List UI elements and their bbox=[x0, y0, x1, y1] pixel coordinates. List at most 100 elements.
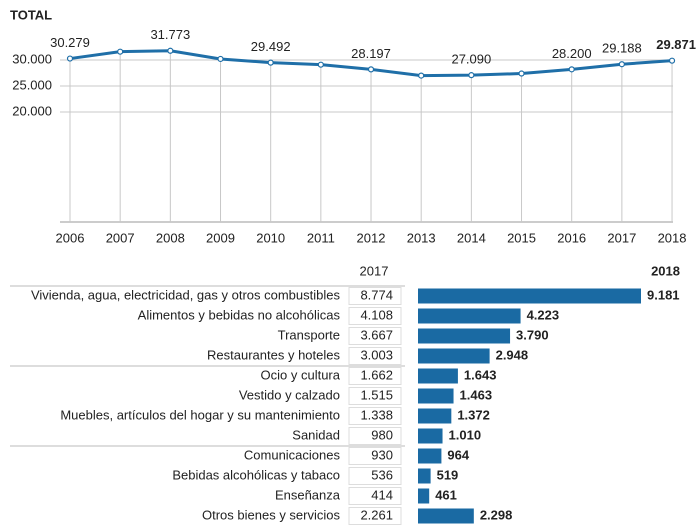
x-tick-label: 2017 bbox=[607, 230, 636, 245]
y-tick-label: 30.000 bbox=[12, 51, 52, 66]
bar bbox=[418, 388, 454, 404]
value-2017: 980 bbox=[371, 427, 393, 442]
x-tick-label: 2006 bbox=[56, 230, 85, 245]
chart-title: TOTAL bbox=[10, 7, 52, 22]
category-label: Enseñanza bbox=[275, 487, 341, 502]
value-2017: 930 bbox=[371, 447, 393, 462]
point bbox=[117, 48, 124, 55]
point bbox=[217, 55, 224, 63]
x-tick-label: 2016 bbox=[557, 230, 586, 245]
data-label: 461 bbox=[435, 487, 457, 502]
bar bbox=[418, 408, 452, 424]
point bbox=[267, 59, 274, 66]
cell bbox=[348, 407, 402, 425]
cell bbox=[348, 307, 402, 325]
x-tick-label: 2012 bbox=[357, 230, 386, 245]
value-2017: 2.261 bbox=[360, 507, 393, 522]
category-label: Transporte bbox=[278, 327, 340, 342]
x-tick-label: 2007 bbox=[106, 230, 135, 245]
cell bbox=[348, 467, 402, 485]
point bbox=[167, 47, 174, 54]
category-label: Otros bienes y servicios bbox=[202, 507, 340, 522]
bar bbox=[418, 448, 442, 464]
data-label: 1.463 bbox=[460, 387, 493, 402]
point bbox=[618, 61, 625, 68]
data-label: 28.200 bbox=[552, 46, 592, 61]
bar bbox=[418, 428, 443, 444]
point bbox=[317, 61, 324, 68]
data-label: 28.197 bbox=[351, 46, 391, 61]
x-tick-label: 2013 bbox=[407, 230, 436, 245]
data-label: 29.871 bbox=[656, 37, 696, 52]
value-2017: 1.662 bbox=[360, 367, 393, 382]
bar bbox=[418, 368, 458, 384]
point bbox=[668, 57, 676, 64]
cell bbox=[348, 507, 402, 525]
bar bbox=[418, 488, 430, 504]
data-label: 30.279 bbox=[50, 35, 90, 50]
bar bbox=[418, 468, 431, 484]
cell bbox=[348, 427, 402, 445]
value-2017: 536 bbox=[371, 467, 393, 482]
value-2017: 3.003 bbox=[360, 347, 393, 362]
cell bbox=[348, 327, 402, 345]
bar bbox=[418, 508, 474, 524]
category-label: Alimentos y bebidas no alcohólicas bbox=[138, 307, 341, 322]
data-label: 29.188 bbox=[602, 41, 642, 56]
value-2017: 414 bbox=[371, 487, 393, 502]
point bbox=[468, 72, 475, 79]
y-tick-label: 25.000 bbox=[12, 77, 52, 92]
data-label: 519 bbox=[437, 467, 459, 482]
value-2017: 3.667 bbox=[360, 327, 393, 342]
x-tick-label: 2015 bbox=[507, 230, 536, 245]
data-label: 2.948 bbox=[496, 347, 529, 362]
series-header: 2017 bbox=[360, 263, 389, 278]
category-label: Vivienda, agua, electricidad, gas y otro… bbox=[31, 287, 341, 302]
point bbox=[568, 66, 575, 73]
data-label: 2.298 bbox=[480, 507, 513, 522]
value-2017: 8.774 bbox=[360, 287, 393, 302]
cell bbox=[348, 287, 402, 305]
data-label: 9.181 bbox=[647, 287, 680, 302]
data-label: 3.790 bbox=[516, 327, 549, 342]
category-label: Bebidas alcohólicas y tabaco bbox=[172, 467, 340, 482]
data-label: 1.010 bbox=[449, 427, 482, 442]
x-tick-label: 2009 bbox=[206, 230, 235, 245]
series-header: 2018 bbox=[651, 263, 680, 278]
x-tick-label: 2010 bbox=[256, 230, 285, 245]
x-tick-label: 2018 bbox=[658, 230, 687, 245]
value-2017: 1.338 bbox=[360, 407, 393, 422]
data-label: 1.643 bbox=[464, 367, 497, 382]
data-label: 31.773 bbox=[150, 27, 190, 42]
value-2017: 1.515 bbox=[360, 387, 393, 402]
category-label: Ocio y cultura bbox=[261, 367, 341, 382]
data-label: 29.492 bbox=[251, 39, 291, 54]
x-tick-label: 2014 bbox=[457, 230, 486, 245]
category-label: Comunicaciones bbox=[244, 447, 341, 462]
point bbox=[518, 70, 525, 77]
cell bbox=[348, 487, 402, 505]
data-label: 1.372 bbox=[457, 407, 490, 422]
bar bbox=[418, 328, 511, 344]
bar bbox=[418, 348, 490, 364]
y-tick-label: 20.000 bbox=[12, 103, 52, 118]
cell bbox=[348, 387, 402, 405]
point bbox=[66, 55, 74, 62]
data-label: 27.090 bbox=[451, 52, 491, 67]
point bbox=[367, 66, 375, 73]
x-tick-label: 2008 bbox=[156, 230, 185, 245]
data-label: 964 bbox=[447, 447, 469, 462]
cell bbox=[348, 347, 402, 365]
bar bbox=[418, 288, 641, 304]
cell bbox=[348, 447, 402, 465]
bar bbox=[418, 308, 521, 324]
point bbox=[418, 72, 425, 79]
cell bbox=[348, 367, 402, 385]
data-label: 4.223 bbox=[527, 307, 560, 322]
category-label: Muebles, artículos del hogar y su manten… bbox=[60, 407, 340, 422]
category-label: Vestido y calzado bbox=[239, 387, 340, 402]
category-label: Restaurantes y hoteles bbox=[207, 347, 340, 362]
category-label: Sanidad bbox=[292, 427, 340, 442]
x-tick-label: 2011 bbox=[307, 230, 335, 245]
